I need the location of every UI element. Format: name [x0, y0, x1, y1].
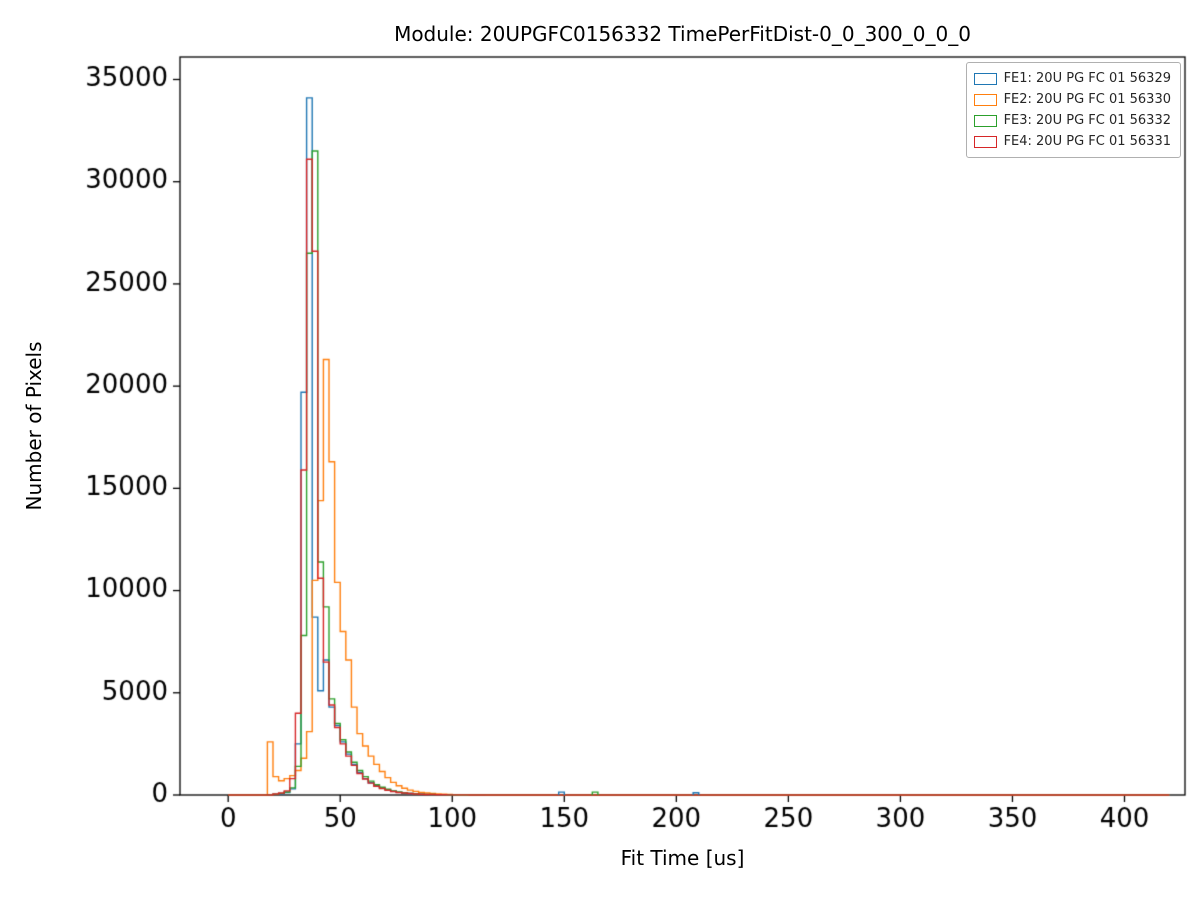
legend-entry-fe3: FE3: 20U PG FC 01 56332	[973, 110, 1171, 131]
legend-swatch-fe2	[973, 93, 997, 106]
x-axis-label: Fit Time [us]	[620, 846, 745, 870]
legend-label-fe3: FE3: 20U PG FC 01 56332	[1003, 113, 1171, 128]
legend-label-fe4: FE4: 20U PG FC 01 56331	[1003, 134, 1171, 149]
legend-entry-fe4: FE4: 20U PG FC 01 56331	[973, 131, 1171, 152]
legend-label-fe1: FE1: 20U PG FC 01 56329	[1003, 71, 1171, 86]
legend-entry-fe1: FE1: 20U PG FC 01 56329	[973, 68, 1171, 89]
legend-swatch-fe4	[973, 135, 997, 148]
legend-swatch-fe1	[973, 72, 997, 85]
legend-entry-fe2: FE2: 20U PG FC 01 56330	[973, 89, 1171, 110]
legend: FE1: 20U PG FC 01 56329 FE2: 20U PG FC 0…	[965, 62, 1181, 158]
legend-label-fe2: FE2: 20U PG FC 01 56330	[1003, 92, 1171, 107]
y-axis-label: Number of Pixels	[22, 341, 46, 511]
chart-title: Module: 20UPGFC0156332 TimePerFitDist-0_…	[394, 22, 971, 46]
legend-swatch-fe3	[973, 114, 997, 127]
